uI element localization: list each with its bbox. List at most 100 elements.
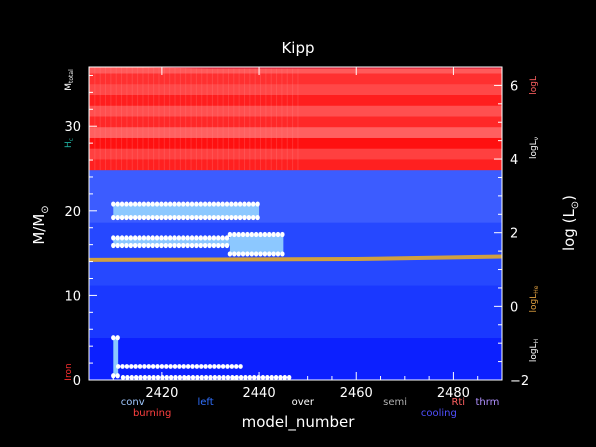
convective-boundary-point: [245, 251, 250, 257]
convective-boundary-point: [251, 214, 256, 221]
burning-texture: [158, 67, 160, 171]
overshoot-point: [159, 364, 165, 369]
convective-boundary-point: [198, 235, 203, 241]
overshoot-point: [217, 375, 222, 380]
convective-boundary-point: [253, 231, 259, 238]
convective-boundary-point: [185, 242, 190, 249]
convective-boundary-point: [198, 201, 203, 207]
convective-boundary-point: [115, 201, 120, 207]
convective-boundary-point: [150, 214, 155, 221]
overshoot-point: [137, 364, 143, 369]
svg-text:M/M⊙: M/M⊙: [30, 205, 51, 244]
y-left-label-sub: ⊙: [40, 205, 51, 213]
convective-boundary-point: [185, 214, 190, 221]
burning-texture: [222, 67, 224, 171]
convective-boundary-point: [224, 235, 230, 241]
burning-texture: [195, 67, 197, 171]
overshoot-point: [252, 375, 257, 380]
convective-boundary-point: [229, 201, 234, 207]
legend-item: thrm: [475, 397, 499, 408]
legend-item: over: [292, 397, 315, 408]
overshoot-point: [195, 375, 200, 380]
overshoot-point: [168, 364, 173, 369]
convective-boundary-point: [245, 231, 250, 238]
convective-region: [113, 237, 230, 246]
overshoot-point: [164, 375, 169, 380]
convective-boundary-point: [167, 201, 173, 207]
overshoot-point: [173, 375, 178, 380]
convective-boundary-point: [224, 214, 230, 221]
left-side-label: Iron: [64, 363, 74, 380]
convective-boundary-point: [262, 251, 268, 257]
convective-boundary-point: [146, 214, 151, 221]
overshoot-point: [168, 375, 174, 380]
convective-boundary-point: [163, 235, 168, 241]
overshoot-point: [199, 375, 204, 380]
convective-boundary-point: [211, 235, 217, 241]
y-axis-right-label: log (L⊙): [560, 195, 581, 251]
convective-boundary-point: [119, 214, 125, 221]
overshoot-point: [164, 364, 169, 369]
convective-boundary-point: [163, 214, 168, 221]
overshoot-point: [212, 375, 218, 380]
he-core-boundary-line: [89, 254, 502, 262]
convective-boundary-point: [267, 251, 272, 257]
right-side-label-text: logLν: [529, 136, 540, 159]
overshoot-point: [129, 375, 134, 380]
burning-texture: [211, 67, 213, 171]
convective-boundary-point: [141, 235, 147, 241]
overshoot-point: [190, 375, 196, 380]
burning-texture: [190, 67, 192, 171]
overshoot-point: [230, 375, 235, 380]
overshoot-point: [151, 375, 156, 380]
convective-boundary-point: [115, 242, 120, 249]
convective-boundary-point: [132, 201, 138, 207]
overshoot-point: [150, 364, 156, 369]
x-tick-label: 2460: [340, 386, 373, 401]
cooling-zone: [89, 285, 502, 339]
convective-boundary-point: [211, 201, 217, 207]
convective-boundary-point: [198, 214, 203, 221]
convective-boundary-point: [167, 214, 173, 221]
overshoot-point: [120, 375, 126, 380]
convective-boundary-point: [111, 335, 116, 341]
overshoot-point: [225, 364, 230, 369]
convective-boundary-point: [115, 235, 120, 241]
convective-region: [229, 234, 284, 254]
overshoot-point: [216, 364, 221, 369]
overshoot-point: [177, 364, 182, 369]
burning-texture: [217, 67, 219, 171]
convective-boundary-point: [141, 214, 147, 221]
convective-boundary-point: [119, 242, 125, 249]
overshoot-point: [155, 364, 160, 369]
convective-boundary-point: [233, 214, 238, 221]
convective-boundary-point: [172, 201, 177, 207]
overshoot-point: [186, 375, 191, 380]
convective-boundary-point: [271, 251, 276, 257]
burning-texture: [201, 67, 203, 171]
convective-boundary-point: [115, 373, 120, 379]
convective-boundary-point: [189, 201, 195, 207]
burning-band: [89, 73, 502, 85]
convective-boundary-point: [141, 201, 147, 207]
right-side-label-text: logL: [529, 76, 539, 95]
svg-text:log (L⊙): log (L⊙): [560, 195, 581, 251]
overshoot-point: [194, 364, 200, 369]
burning-texture: [297, 67, 299, 171]
convective-boundary-point: [167, 235, 173, 241]
convective-boundary-point: [202, 235, 208, 241]
convective-region: [113, 204, 260, 218]
convective-boundary-point: [189, 235, 195, 241]
convective-boundary-point: [275, 251, 281, 257]
convective-boundary-point: [280, 251, 285, 257]
burning-texture: [142, 67, 144, 171]
overshoot-point: [147, 375, 152, 380]
overshoot-point: [125, 375, 130, 380]
y-right-label-text: log (L: [560, 209, 578, 251]
burning-texture: [265, 67, 267, 171]
convective-boundary-point: [232, 231, 237, 238]
legend-item: Rti: [451, 397, 465, 408]
overshoot-point: [207, 364, 213, 369]
convective-boundary-point: [216, 235, 221, 241]
burning-texture: [174, 67, 176, 171]
